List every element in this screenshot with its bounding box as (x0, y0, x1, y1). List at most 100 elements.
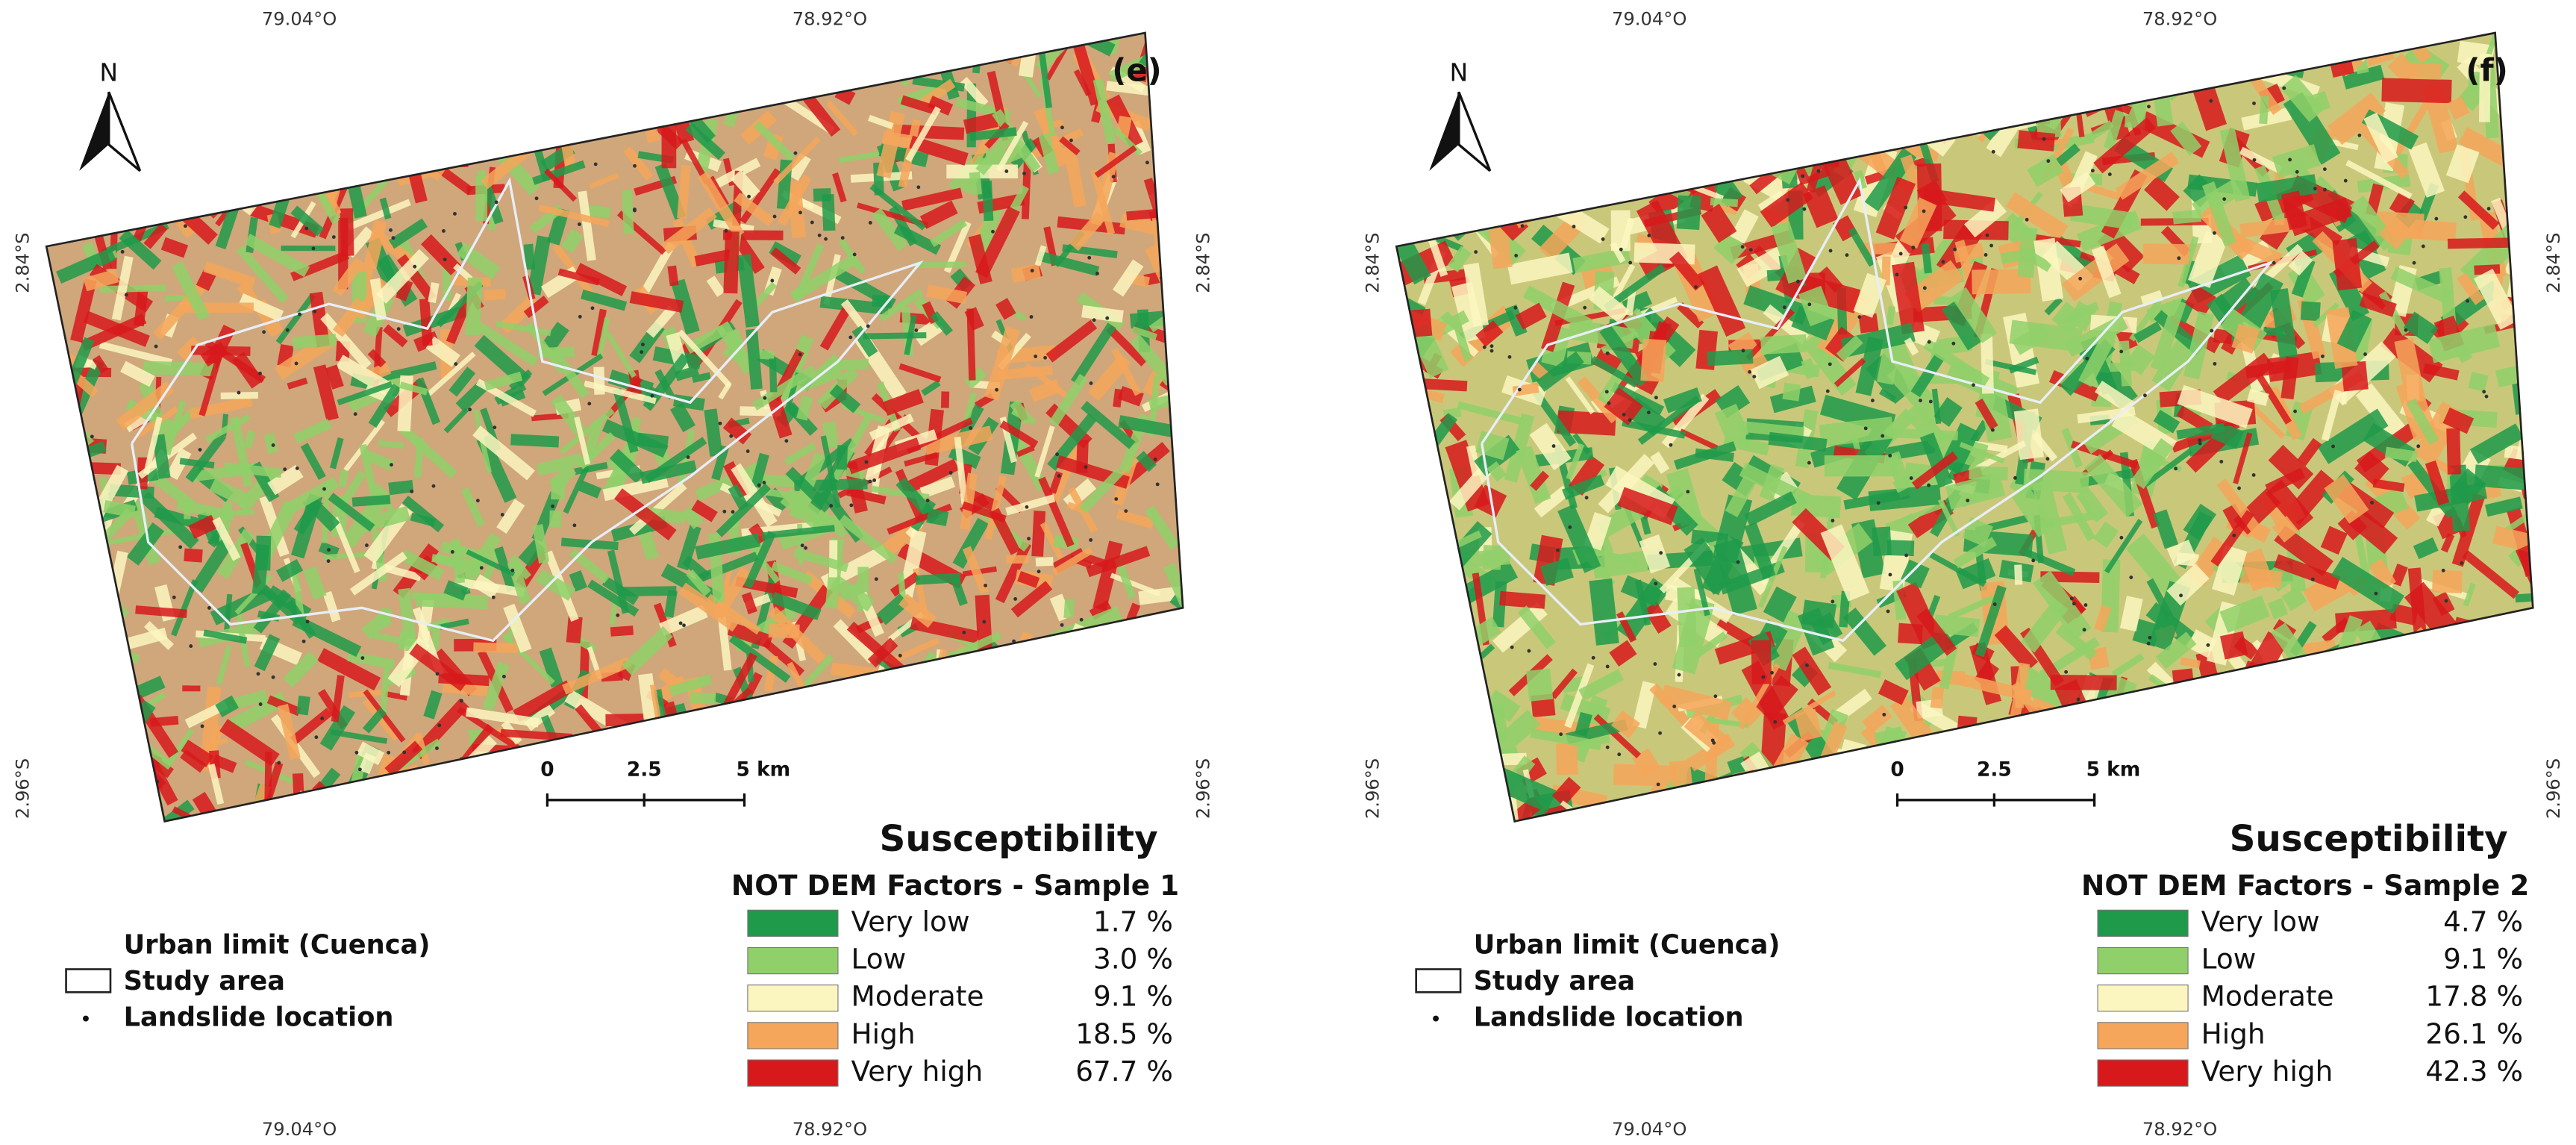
landslide-point (459, 699, 463, 703)
terrain-patch (946, 704, 969, 723)
terrain-patch (396, 278, 413, 302)
terrain-patch (2462, 549, 2520, 599)
terrain-patch (2460, 762, 2486, 781)
terrain-patch (1737, 778, 1810, 822)
landslide-point (1805, 663, 1809, 667)
terrain-patch (975, 772, 993, 805)
terrain-patch (1571, 117, 1606, 152)
terrain-patch (2332, 238, 2363, 291)
terrain-patch (2442, 712, 2466, 740)
terrain-patch (251, 543, 270, 595)
terrain-patch (2288, 250, 2313, 276)
terrain-patch (493, 75, 532, 88)
terrain-patch (1566, 443, 1585, 480)
terrain-patch (690, 37, 725, 72)
terrain-patch (925, 284, 968, 305)
terrain-patch (1478, 727, 1488, 800)
landslide-point (2186, 733, 2190, 737)
terrain-patch (2055, 143, 2081, 166)
landslide-point (748, 88, 752, 93)
landslide-point (2251, 473, 2256, 477)
study-area-symbol (1415, 968, 1462, 993)
terrain-patch (2532, 64, 2533, 104)
landslide-point (1991, 149, 1995, 154)
terrain-patch (369, 278, 387, 321)
terrain-patch (2507, 627, 2533, 691)
landslide-point (866, 324, 870, 328)
terrain-patch (950, 576, 968, 606)
terrain-patch (2087, 704, 2114, 720)
terrain-patch (1673, 441, 1736, 470)
terrain-patch (2411, 715, 2433, 742)
landslide-point (450, 549, 454, 554)
terrain-patch (1625, 290, 1636, 316)
terrain-patch (1613, 764, 1677, 787)
terrain-patch (2437, 680, 2471, 706)
terrain-patch (2094, 605, 2112, 632)
map-frame (45, 31, 1184, 823)
terrain-patch (1875, 176, 1916, 240)
terrain-patch (796, 395, 813, 421)
legend-class: Low (851, 943, 907, 976)
terrain-patch (2014, 564, 2023, 585)
terrain-patch (1557, 410, 1616, 436)
landslide-point (2220, 755, 2225, 760)
terrain-patch (661, 122, 677, 169)
landslide-point (940, 705, 945, 710)
terrain-patch (1170, 284, 1180, 310)
terrain-patch (906, 417, 973, 454)
terrain-patch (954, 437, 969, 505)
terrain-patch (2378, 223, 2407, 250)
bottom-longitude: 78.92°O (793, 1119, 867, 1140)
terrain-patch (775, 727, 834, 760)
terrain-patch (523, 243, 536, 270)
terrain-patch (274, 33, 284, 95)
terrain-patch (2468, 774, 2533, 822)
landslide-point (2045, 457, 2050, 461)
terrain-patch (969, 127, 1017, 141)
landslide-point (1095, 272, 1099, 275)
legend-class: High (851, 1017, 916, 1050)
terrain-patch (1632, 179, 1656, 199)
terrain-patch (996, 656, 1031, 684)
terrain-patch (538, 205, 610, 228)
landslide-point (2072, 602, 2076, 606)
terrain-patch (46, 340, 66, 364)
landslide-point (718, 421, 722, 425)
terrain-patch (753, 121, 795, 162)
terrain-patch (654, 369, 675, 400)
terrain-patch (2345, 711, 2365, 734)
terrain-patch (1081, 305, 1124, 323)
terrain-patch (2078, 337, 2114, 387)
terrain-patch (1660, 54, 1695, 77)
landslide-point (1927, 483, 1931, 487)
terrain-patch (926, 33, 953, 41)
landslide-point (305, 620, 310, 624)
landslide-point (595, 90, 600, 94)
terrain-patch (737, 74, 769, 92)
landslide-point (1087, 255, 1092, 260)
terrain-patch (1955, 558, 1996, 590)
landslide-point (2107, 172, 2112, 177)
terrain-patch (1163, 183, 1184, 203)
terrain-patch (1925, 770, 1971, 795)
landslide-point (1761, 675, 1766, 679)
landslide-point (390, 463, 393, 467)
terrain-patch (752, 281, 778, 308)
terrain-patch (78, 594, 90, 625)
landslide-point (400, 81, 404, 84)
landslide-point (1084, 782, 1088, 787)
terrain-patch (292, 334, 337, 349)
terrain-patch (638, 531, 659, 561)
landslide-point (1786, 198, 1790, 202)
scale-label: 0 (1890, 758, 1904, 781)
terrain-patch (2428, 665, 2477, 720)
terrain-patch (2460, 684, 2499, 740)
terrain-patch (789, 33, 811, 50)
terrain-patch (887, 767, 931, 819)
landslide-point (1807, 302, 1812, 307)
terrain-patch (2403, 311, 2439, 344)
terrain-patch (1631, 39, 1656, 52)
terrain-patch (598, 55, 663, 101)
terrain-patch (124, 33, 163, 80)
